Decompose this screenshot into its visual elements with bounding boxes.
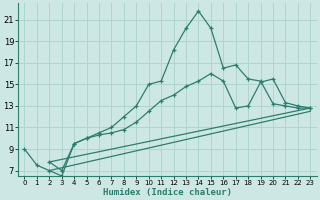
X-axis label: Humidex (Indice chaleur): Humidex (Indice chaleur)	[103, 188, 232, 197]
